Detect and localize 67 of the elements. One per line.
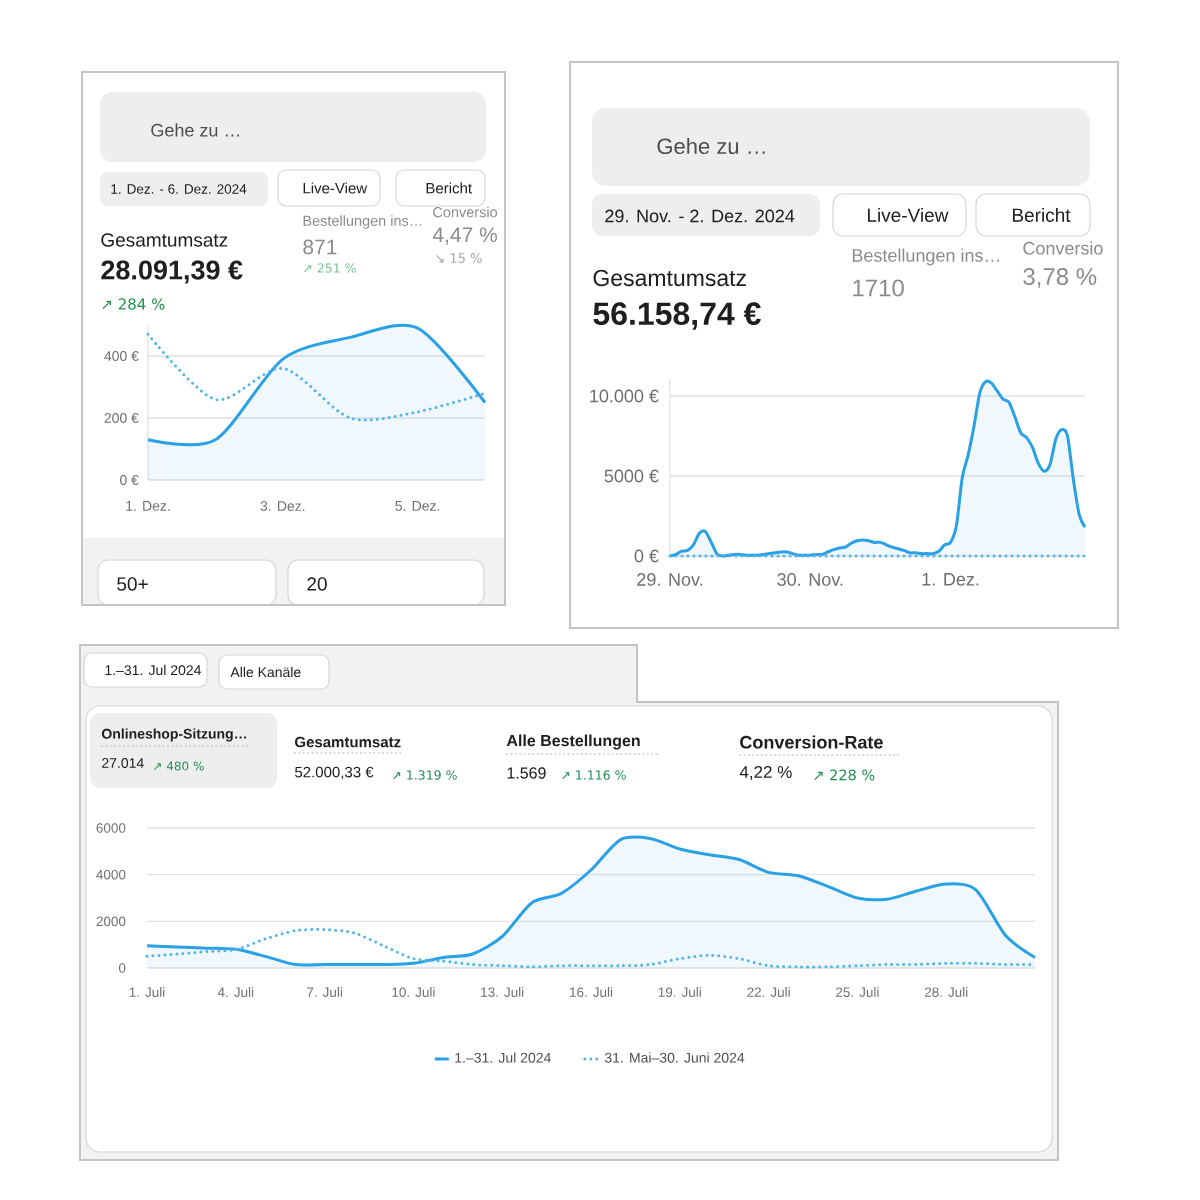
y-tick-label: 400 € [104, 351, 139, 361]
text: Bericht [426, 182, 472, 194]
text: 28.091,39 € [101, 260, 243, 284]
text: Live-View [867, 208, 949, 222]
x-tick-label: 16. Juli [570, 987, 613, 997]
text: Conversion-Rate [740, 735, 883, 749]
x-tick-label: 10. Juli [392, 987, 435, 997]
text: Gesamtumsatz [295, 736, 401, 748]
text: ↗ 480 % [154, 761, 204, 771]
text: Gesamtumsatz [101, 233, 228, 247]
x-tick-label: 3. Dez. [260, 501, 305, 511]
legend-label: 31. Mai–30. Juni 2024 [604, 1052, 745, 1063]
x-tick-label: 1. Dez. [126, 501, 170, 511]
text: ↗ 1.319 % [393, 770, 457, 780]
text: ↗ 284 % [102, 298, 165, 310]
y-tick-label: 6000 [96, 823, 126, 833]
text: Onlineshop-Sitzung… [101, 728, 247, 742]
text: Gehe zu … [151, 123, 239, 137]
text: Bestellungen ins… [303, 215, 422, 229]
text: 4,22 % [739, 765, 792, 781]
text: ↗ 228 % [814, 769, 875, 781]
legend-label: 1.–31. Jul 2024 [455, 1052, 551, 1063]
y-tick-label: 2000 [96, 916, 126, 927]
x-tick-label: 29. Nov. [637, 573, 703, 586]
text: 4,47 % [432, 227, 497, 245]
text: Alle Kanäle [230, 666, 301, 678]
text: 1. Dez. - 6. Dez. 2024 [111, 184, 247, 194]
text: 3,78 % [1023, 268, 1097, 288]
text: ↘ 15 % [436, 253, 482, 263]
y-tick-label: 0 € [634, 549, 659, 563]
y-tick-label: 200 € [104, 413, 139, 423]
text: Gehe zu … [657, 137, 765, 155]
text: Bericht [1012, 208, 1071, 222]
x-tick-label: 5. Dez. [395, 501, 440, 511]
x-tick-label: 1. Dez. [922, 573, 979, 586]
x-tick-label: 30. Nov. [777, 573, 843, 586]
text: ↗ 251 % [304, 263, 356, 273]
text: Bestellungen ins… [852, 248, 1000, 266]
y-tick-label: 4000 [96, 869, 126, 880]
x-tick-label: 7. Juli [307, 987, 342, 997]
x-tick-label: 19. Juli [658, 987, 701, 997]
text: 27.014 [102, 758, 144, 768]
y-tick-label: 10.000 € [590, 389, 659, 403]
text: 29. Nov. - 2. Dez. 2024 [605, 209, 795, 223]
text: Alle Bestellungen [506, 734, 640, 750]
text: ↗ 1.116 % [562, 770, 626, 780]
y-tick-label: 0 [118, 963, 126, 973]
text: 871 [303, 239, 337, 255]
x-tick-label: 25. Juli [836, 987, 879, 997]
text: Live-View [303, 182, 368, 194]
text: Conversio [1023, 241, 1103, 255]
y-tick-label: 0 € [120, 475, 139, 485]
text: 1710 [853, 279, 904, 297]
text: 1.–31. Jul 2024 [105, 664, 202, 676]
y-tick-label: 5000 € [604, 469, 659, 483]
text: 56.158,74 € [593, 302, 761, 330]
text: 20 [307, 577, 327, 591]
x-tick-label: 13. Juli [481, 987, 524, 997]
x-tick-label: 28. Juli [924, 987, 968, 997]
text: Gesamtumsatz [593, 269, 746, 287]
text: 50+ [117, 577, 148, 591]
x-tick-label: 1. Juli [129, 987, 165, 997]
x-tick-label: 4. Juli [217, 987, 254, 997]
x-tick-label: 22. Juli [747, 987, 790, 997]
text: Conversio [433, 206, 498, 218]
text: 52.000,33 € [295, 766, 374, 780]
text: 1.569 [507, 767, 546, 779]
